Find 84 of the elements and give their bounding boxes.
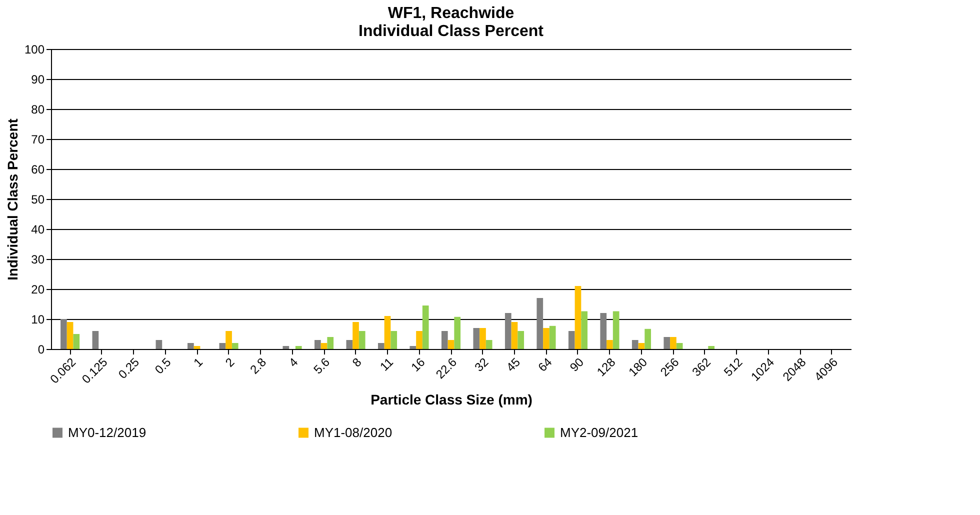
legend-label: MY1-08/2020 [314,424,392,440]
x-tick-label: 362 [689,354,714,380]
x-tick-label: 1 [190,354,206,370]
y-tick-label: 50 [31,192,45,206]
bar [448,340,454,349]
legend-label: MY0-12/2019 [68,424,146,440]
bar [670,337,676,349]
bar [612,311,620,349]
bar [581,311,588,349]
bar [327,337,334,349]
bar [568,331,575,349]
x-tick-label: 4 [286,354,301,370]
bar [358,331,366,349]
x-tick-label: 2.8 [247,354,270,377]
bar [194,346,200,349]
bar [384,316,391,349]
y-tick-label: 10 [31,312,45,326]
bar [504,313,512,349]
bar [676,343,683,349]
bar [232,343,238,349]
bar [454,316,461,349]
x-tick-label: 16 [408,354,428,374]
x-axis-title: Particle Class Size (mm) [370,392,532,408]
bar [600,313,607,349]
bar [73,334,80,349]
bar [66,322,74,349]
x-tick-label: 256 [658,354,682,380]
bar [346,340,353,349]
x-tick-label: 128 [594,354,618,380]
bar [295,346,302,349]
bar [536,298,544,349]
x-tick-label: 8 [350,354,364,370]
bar [320,343,328,349]
y-tick-label: 90 [31,72,45,86]
bar [441,331,448,349]
bar [352,322,359,349]
y-tick-label: 80 [31,102,45,116]
bar [606,340,613,349]
bar [422,306,429,349]
y-tick-label: 40 [31,222,45,236]
bar [632,340,638,349]
bar [480,328,486,349]
y-tick-label: 100 [24,42,45,56]
x-tick-label: 512 [721,354,746,380]
bar [416,331,422,349]
x-tick-label: 180 [626,354,650,380]
bar [708,346,714,349]
bar [644,328,651,349]
bar [282,346,290,349]
bar [92,331,99,349]
bar [511,322,518,349]
bar [410,346,416,349]
y-tick-label: 60 [31,162,45,176]
x-tick-label: 11 [377,354,396,374]
bar [574,286,582,349]
bar [378,343,384,349]
bar [486,340,492,349]
bar [60,319,67,349]
bar [518,331,524,349]
y-tick-label: 70 [31,132,45,146]
bar [664,337,670,349]
bar [390,331,398,349]
x-tick-label: 90 [567,354,587,374]
legend-label: MY2-09/2021 [560,424,638,440]
y-tick-label: 30 [31,252,45,266]
bar [188,343,194,349]
x-tick-label: 2 [222,354,238,370]
x-tick-label: 5.6 [310,354,333,377]
x-tick-label: 0.5 [152,354,174,377]
x-tick-label: 45 [504,354,524,374]
x-tick-label: 32 [472,354,492,374]
bar [473,328,480,349]
y-axis-title: Individual Class Percent [4,118,20,280]
bar [638,343,645,349]
x-tick-label: 64 [535,354,555,374]
y-tick-label: 0 [38,342,45,356]
bar [226,331,232,349]
bar [549,326,556,349]
chart-title: WF1, Reachwide Individual Class Percent [358,5,544,40]
y-tick-label: 20 [31,282,45,296]
bar [219,343,226,349]
bar [314,340,321,349]
bar [156,340,162,349]
bar [543,328,550,349]
